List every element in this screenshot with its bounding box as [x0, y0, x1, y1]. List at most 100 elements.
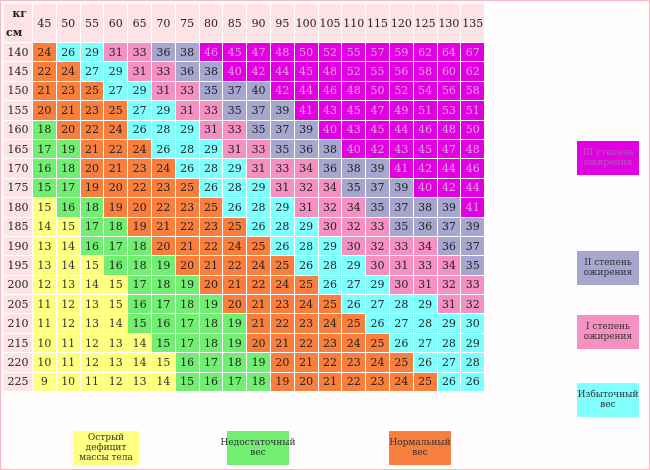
bmi-cell: 21	[174, 235, 200, 257]
bmi-cell: 33	[150, 61, 176, 82]
bmi-cell: 24	[32, 41, 57, 63]
bmi-cell: 13	[79, 294, 105, 315]
bmi-cell: 26	[246, 216, 271, 237]
bmi-cell: 46	[460, 158, 486, 179]
bmi-cell: 24	[246, 255, 271, 276]
bmi-cell: 52	[388, 80, 414, 102]
bmi-cell: 18	[32, 119, 57, 140]
bmi-cell: 26	[55, 41, 81, 63]
bmi-cell: 25	[293, 274, 319, 296]
bmi-cell: 19	[222, 313, 248, 334]
bmi-cell: 32	[341, 216, 367, 237]
bmi-cell: 39	[460, 216, 486, 237]
bmi-cell: 23	[198, 216, 224, 237]
bmi-cell: 29	[365, 274, 390, 296]
bmi-cell: 21	[79, 138, 105, 160]
bmi-cell: 54	[412, 80, 438, 102]
bmi-cell: 21	[246, 313, 271, 334]
bmi-cell: 49	[388, 100, 414, 121]
bmi-cell: 39	[293, 119, 319, 140]
bmi-cell: 13	[32, 235, 57, 257]
bmi-cell: 33	[127, 41, 152, 63]
table-row: 150 21 23 25 27 29 31 33 35 37 40 42 44 46 48 50 52 54 56 5…	[3, 80, 486, 102]
bmi-cell: 15	[32, 197, 57, 218]
bmi-cell: 24	[388, 371, 414, 393]
bmi-cell: 35	[222, 100, 248, 121]
bmi-cell: 31	[388, 255, 414, 276]
bmi-cell: 24	[293, 294, 319, 315]
bmi-cell: 29	[460, 332, 486, 354]
bmi-cell: 46	[317, 80, 343, 102]
bmi-cell: 35	[388, 216, 414, 237]
bmi-cell: 25	[341, 313, 367, 334]
bmi-cell: 52	[341, 61, 367, 82]
height-header-cell: 210	[3, 313, 33, 334]
legend-overweight-label: Избыточный вес	[577, 390, 639, 410]
bmi-cell: 33	[174, 80, 200, 102]
bmi-cell: 57	[365, 41, 390, 63]
bmi-cell: 22	[79, 119, 105, 140]
bmi-cell: 28	[150, 119, 176, 140]
bmi-cell: 34	[436, 255, 462, 276]
bmi-cell: 20	[32, 100, 57, 121]
bmi-cell: 21	[55, 100, 81, 121]
bmi-cell: 47	[436, 138, 462, 160]
bmi-cell: 31	[269, 177, 295, 199]
bmi-cell: 30	[460, 313, 486, 334]
bmi-cell: 28	[222, 177, 248, 199]
bmi-cell: 18	[55, 158, 81, 179]
bmi-cell: 15	[150, 332, 176, 354]
bmi-cell: 23	[317, 332, 343, 354]
bmi-cell: 39	[365, 158, 390, 179]
table-row: 195 13 14 15 16 18 19 20 21 22 24 25 26 28 29 30 31 33 34 3…	[3, 255, 486, 276]
bmi-cell: 28	[174, 138, 200, 160]
table-row: 170 16 18 20 21 23 24 26 28 29 31 33 34 36 38 39 41 42 44 4…	[3, 158, 486, 179]
bmi-cell: 31	[412, 274, 438, 296]
bmi-cell: 19	[174, 274, 200, 296]
bmi-cell: 19	[55, 138, 81, 160]
bmi-cell: 29	[269, 197, 295, 218]
bmi-cell: 50	[293, 41, 319, 63]
bmi-cell: 48	[317, 61, 343, 82]
bmi-cell: 33	[269, 158, 295, 179]
bmi-cell: 13	[103, 352, 129, 373]
bmi-cell: 34	[317, 177, 343, 199]
bmi-cell: 43	[341, 119, 367, 140]
bmi-cell: 27	[79, 61, 105, 82]
table-row: 220 10 11 12 13 14 15 16 17 18 19 20 21 22 23 24 25 26 27 2…	[3, 352, 486, 373]
bmi-cell: 20	[198, 274, 224, 296]
bmi-cell: 23	[127, 158, 152, 179]
bmi-cell: 34	[412, 235, 438, 257]
table-row: 185 14 15 17 18 19 21 22 23 25 26 28 29 30 32 33 35 36 37 3…	[3, 216, 486, 237]
table-row: 210 11 12 13 14 15 16 17 18 19 21 22 23 24 25 26 27 28 29 3…	[3, 313, 486, 334]
bmi-cell: 23	[55, 80, 81, 102]
bmi-cell: 36	[412, 216, 438, 237]
bmi-cell: 28	[412, 313, 438, 334]
bmi-cell: 18	[127, 255, 152, 276]
bmi-cell: 36	[436, 235, 462, 257]
corner-cell: кг см	[3, 3, 33, 43]
bmi-cell: 30	[388, 274, 414, 296]
height-header-cell: 200	[3, 274, 33, 296]
bmi-cell: 16	[174, 352, 200, 373]
legend-severe-deficit: Острый дефицит массы тела	[73, 431, 139, 465]
bmi-cell: 55	[341, 41, 367, 63]
bmi-cell: 21	[222, 274, 248, 296]
bmi-cell: 15	[103, 274, 129, 296]
bmi-cell: 31	[127, 61, 152, 82]
bmi-cell: 29	[174, 119, 200, 140]
bmi-cell: 40	[317, 119, 343, 140]
bmi-cell: 50	[365, 80, 390, 102]
bmi-cell: 38	[341, 158, 367, 179]
bmi-cell: 29	[103, 61, 129, 82]
bmi-cell: 20	[55, 119, 81, 140]
bmi-cell: 39	[436, 197, 462, 218]
weight-header-cell: 135	[460, 3, 486, 43]
table-row: 225 9 10 11 12 13 14 15 16 17 18 19 20 21 22 23 24 25 26 26	[3, 371, 486, 393]
bmi-cell: 56	[388, 61, 414, 82]
bmi-cell: 20	[293, 371, 319, 393]
bmi-cell: 21	[246, 294, 271, 315]
bmi-cell: 32	[436, 274, 462, 296]
bmi-cell: 24	[222, 235, 248, 257]
bmi-cell: 25	[79, 80, 105, 102]
